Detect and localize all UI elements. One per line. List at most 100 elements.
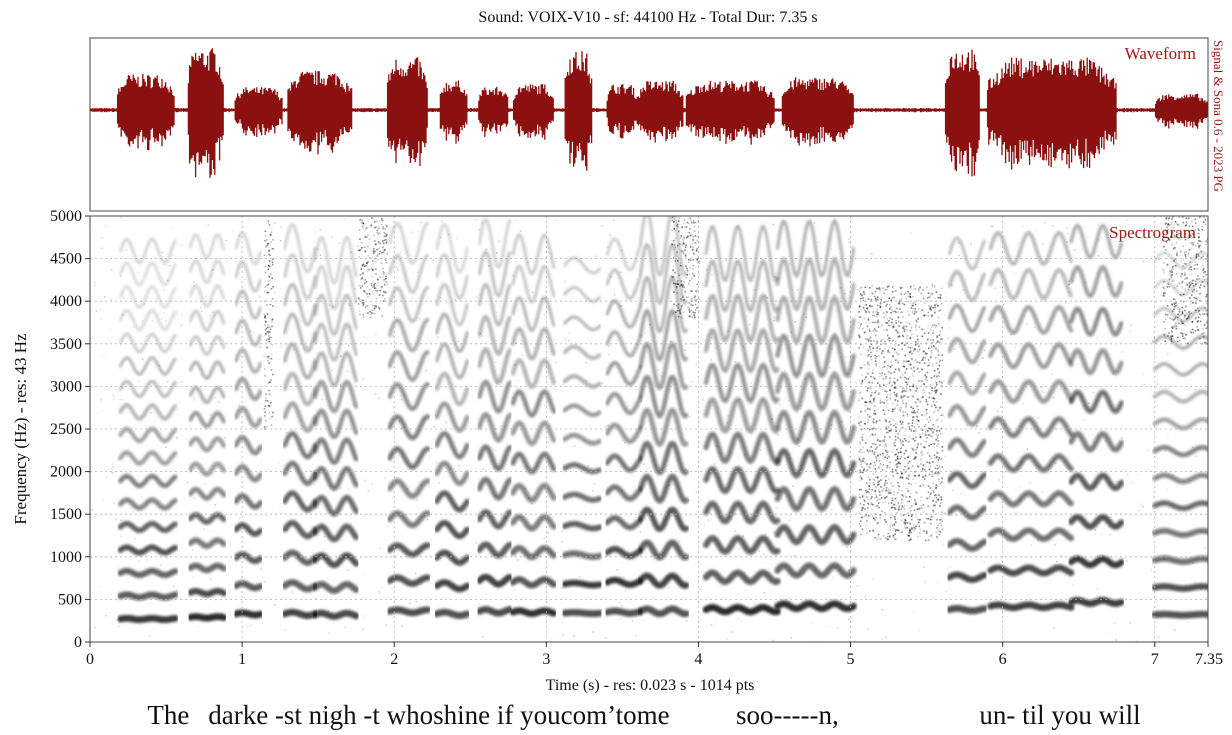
x-tick-label: 1 [238,651,246,668]
spectrogram-speckle [562,634,564,636]
spectrogram-speckle [197,625,200,627]
spectrogram-speckle [695,491,698,494]
spectrogram-speckle [364,573,366,576]
spectrogram-speckle [977,364,979,366]
spectrogram-speckle [1202,255,1204,257]
spectrogram-speckle [898,407,901,409]
spectrogram-speckle [478,603,480,605]
spectrogram-speckle [1052,396,1055,399]
spectrogram-speckle [623,576,625,578]
spectrogram-speckle [104,296,106,298]
spectrogram-speckle [478,229,481,231]
spectrogram-speckle [161,277,163,279]
spectrogram-speckle [621,440,624,442]
spectrogram-speckle [797,289,799,291]
spectrogram-speckle [790,637,792,639]
spectrogram-speckle [1055,560,1058,563]
spectrogram-speckle [1010,333,1012,336]
spectrogram-speckle [1017,242,1019,245]
spectrogram-speckle [401,625,403,628]
spectrogram-speckle [453,467,455,470]
spectrogram-speckle [670,275,672,277]
spectrogram-speckle [278,462,280,464]
spectrogram-speckle [788,597,790,600]
spectrogram-speckle [180,244,183,247]
spectrogram-speckle [171,254,174,256]
spectrogram-speckle [881,638,883,640]
spectrogram-speckle [328,304,331,306]
spectrogram-speckle [1114,622,1116,625]
spectrogram-speckle [878,498,880,500]
spectrogram-speckle [707,519,710,521]
spectrogram-speckle [238,404,240,407]
spectrogram-speckle [1014,346,1016,348]
spectrogram-speckle [614,293,616,296]
spectrogram-speckle [555,219,558,222]
spectrogram-speckle [730,631,733,633]
spectrogram-speckle [1053,626,1055,629]
spectrogram-speckle [259,295,261,298]
spectrogram-speckle [247,625,249,628]
spectrogram-speckle [607,354,610,356]
spectrogram-speckle [924,580,926,583]
spectrogram-speckle [560,587,563,589]
spectrogram-speckle [810,537,812,540]
x-tick-label: 7.35 [1195,651,1223,668]
spectrogram-speckle [830,248,833,250]
spectrogram-speckle [1142,506,1144,508]
spectrogram-speckle [381,586,384,588]
spectrogram-speckle [414,572,417,575]
spectrogram-speckle [990,225,992,228]
spectrogram-speckle [94,282,96,284]
spectrogram-speckle [704,524,706,526]
spectrogram-speckle [578,575,581,578]
noise-region-1 [357,217,388,319]
spectrogram-speckle [826,625,828,627]
spectrogram-speckle [177,313,179,315]
spectrogram-speckle [1097,255,1100,257]
spectrogram-speckle [1151,569,1153,571]
spectrogram-speckle [556,523,559,526]
spectrogram-speckle [592,490,594,492]
spectrogram-speckle [238,517,241,519]
spectrogram-speckle [114,427,116,429]
spectrogram-speckle [547,441,549,444]
spectrogram-speckle [438,482,440,484]
spectrogram-speckle [105,615,107,617]
spectrogram-speckle [978,432,981,434]
spectrogram-speckle [1059,388,1062,390]
spectrogram-speckle [605,637,607,639]
lyric-fragment: un- til you will [979,700,1141,730]
spectrogram-speckle [750,382,752,384]
lyric-fragment: darke -st nigh -t whoshine if youcom’tom… [208,700,670,730]
spectrogram-speckle [886,481,888,484]
spectrogram-speckle [1156,383,1159,385]
spectrogram-speckle [773,531,775,533]
spectrogram-speckle [659,410,661,413]
spectrogram-speckle [763,592,766,594]
spectrogram-speckle [948,566,951,568]
figure-title: Sound: VOIX-V10 - sf: 44100 Hz - Total D… [478,9,817,26]
spectrogram-speckle [1081,248,1083,251]
y-tick-label: 4000 [50,293,82,310]
spectrogram-speckle [855,382,858,384]
spectrogram-speckle [260,460,263,462]
spectrogram-speckle [364,479,366,482]
spectrogram-speckle [367,490,369,492]
spectrogram-speckle [410,231,413,234]
spectrogram-speckle [1088,402,1090,404]
spectrogram-speckle [850,549,852,551]
spectrogram-speckle [897,508,899,510]
spectrogram-speckle [564,338,566,341]
spectrogram-speckle [215,601,217,603]
spectrogram-speckle [1055,462,1057,465]
spectrogram-speckle [948,327,951,329]
spectrogram-speckle [105,224,107,227]
spectrogram-speckle [890,476,892,479]
spectrogram-speckle [267,222,269,225]
spectrogram-speckle [454,298,457,301]
spectrogram-speckle [1166,488,1168,491]
spectrogram-speckle [983,560,985,563]
spectrogram-speckle [210,414,212,416]
spectrogram-speckle [1146,449,1149,451]
